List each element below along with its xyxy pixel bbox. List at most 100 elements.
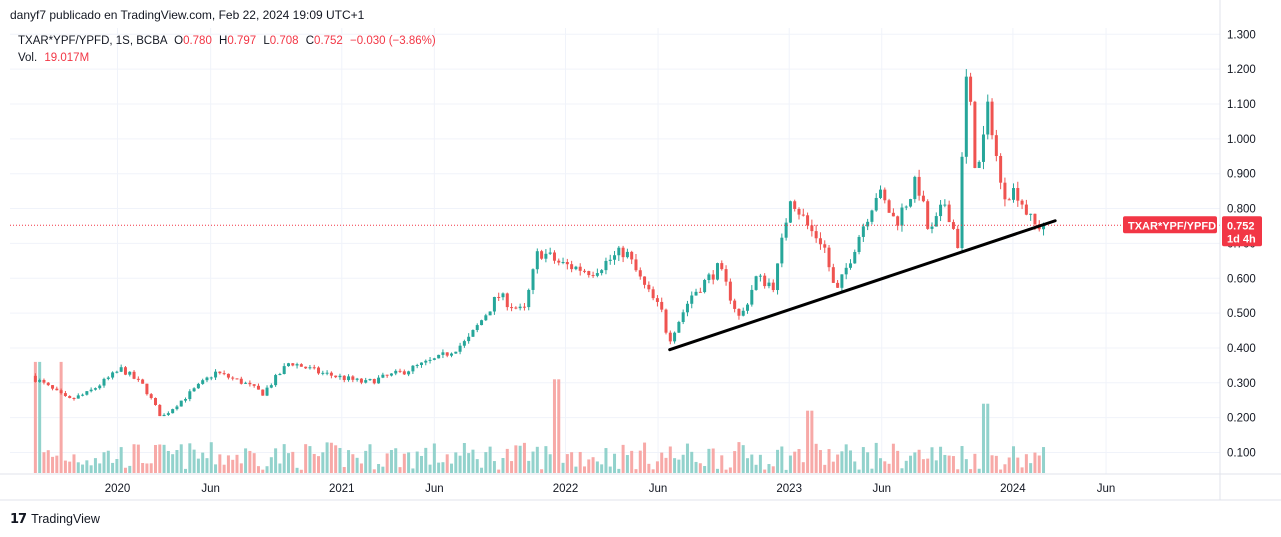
candle-body [720, 263, 724, 270]
candle-body [926, 201, 930, 229]
candle-body [106, 377, 110, 379]
volume-bar [917, 449, 921, 473]
volume-bar [428, 464, 432, 473]
tradingview-footer[interactable]: 𝟭𝟳 TradingView [10, 511, 100, 527]
volume-bar [115, 459, 119, 473]
volume-bar [214, 464, 218, 473]
open-value: 0.780 [183, 35, 212, 47]
volume-bar [969, 469, 973, 473]
high-label: H [219, 35, 228, 47]
candle-body [643, 276, 647, 285]
candle-body [145, 383, 149, 395]
volume-bar [673, 458, 677, 473]
candle-body [81, 394, 85, 396]
y-tick-label: 0.600 [1227, 273, 1256, 285]
x-tick-label: 2020 [105, 483, 131, 495]
volume-bar [372, 469, 376, 473]
volume-bar [681, 454, 685, 473]
volume-bar [960, 446, 964, 473]
volume-bar [994, 455, 998, 473]
volume-bar [85, 460, 89, 473]
volume-bar [655, 461, 659, 473]
candle-body [394, 370, 398, 374]
volume-bar [111, 462, 115, 473]
candle-body [351, 376, 355, 380]
candle-body [55, 388, 59, 391]
x-tick-label: 2021 [329, 483, 355, 495]
volume-bar [939, 446, 943, 473]
volume-bar [514, 445, 518, 473]
volume-bar [582, 466, 586, 473]
y-tick-label: 0.100 [1227, 448, 1256, 460]
volume-bar [951, 456, 955, 473]
candle-body [896, 216, 900, 226]
candle-body [879, 189, 883, 198]
volume-bar [685, 443, 689, 473]
candle-body [317, 367, 321, 374]
volume-bar [51, 456, 55, 473]
candle-body [1016, 188, 1020, 201]
volume-bar [591, 457, 595, 473]
candle-body [943, 204, 947, 206]
volume-bar [934, 460, 938, 473]
candle-body [231, 377, 235, 379]
open-label: O [174, 35, 184, 47]
volume-bar [552, 379, 556, 473]
candle-body [188, 391, 192, 400]
volume-bar [887, 463, 891, 473]
candle-body [1029, 213, 1033, 215]
candle-body [419, 362, 423, 366]
candle-body [462, 341, 466, 346]
candle-body [651, 289, 655, 299]
candle-body [990, 101, 994, 136]
support-trendline[interactable] [668, 219, 1057, 352]
candle-body [72, 398, 76, 400]
y-tick-label: 0.200 [1227, 413, 1256, 425]
volume-bar [286, 453, 290, 473]
candle-body [604, 260, 608, 271]
candle-body [891, 212, 895, 217]
candle-body [269, 385, 273, 388]
price-tag-box [1222, 216, 1262, 247]
volume-bar [510, 461, 514, 473]
symbol-label[interactable]: TXAR*YPF/YPFD, 1S, BCBA [18, 35, 167, 47]
candle-body [655, 298, 659, 302]
candle-body [883, 189, 887, 201]
candle-body [136, 378, 140, 380]
volume-bar [883, 461, 887, 473]
candle-body [904, 206, 908, 208]
candle-body [694, 291, 698, 296]
price-axis[interactable]: 1.3001.2001.1001.0000.9000.8000.7000.600… [1219, 0, 1256, 500]
time-axis[interactable]: 2020 Jun 2021 Jun 2022 Jun 2023 Jun 2024 Jun [0, 473, 1281, 501]
volume-bar [806, 410, 810, 473]
volume-bar [1007, 457, 1011, 473]
volume-bar [522, 442, 526, 473]
volume-bar [728, 467, 732, 473]
candle-body [771, 282, 775, 291]
volume-bar [990, 455, 994, 473]
volume-bar [497, 469, 501, 473]
volume-bar [106, 450, 110, 473]
volume-bar [836, 454, 840, 473]
candle-body [141, 379, 145, 384]
volume-bar [694, 461, 698, 473]
candle-body [497, 296, 501, 298]
volume-bar [711, 448, 715, 473]
candle-body [149, 394, 153, 398]
candle-body [248, 382, 252, 385]
volume-bar [964, 459, 968, 473]
high-value: 0.797 [227, 35, 257, 47]
volume-bar [788, 455, 792, 473]
volume-bar [827, 449, 831, 473]
x-tick-label: Jun [1097, 483, 1116, 495]
candle-body [1003, 182, 1007, 200]
volume-bar [364, 450, 368, 473]
candle-body [196, 383, 200, 389]
volume-bar [252, 453, 256, 473]
candle-body [750, 289, 754, 305]
candle-body [377, 377, 381, 384]
candle-body [861, 226, 865, 237]
candle-body [1033, 213, 1037, 225]
symbol-tag-label: TXAR*YPF/YPFD [1128, 220, 1216, 232]
